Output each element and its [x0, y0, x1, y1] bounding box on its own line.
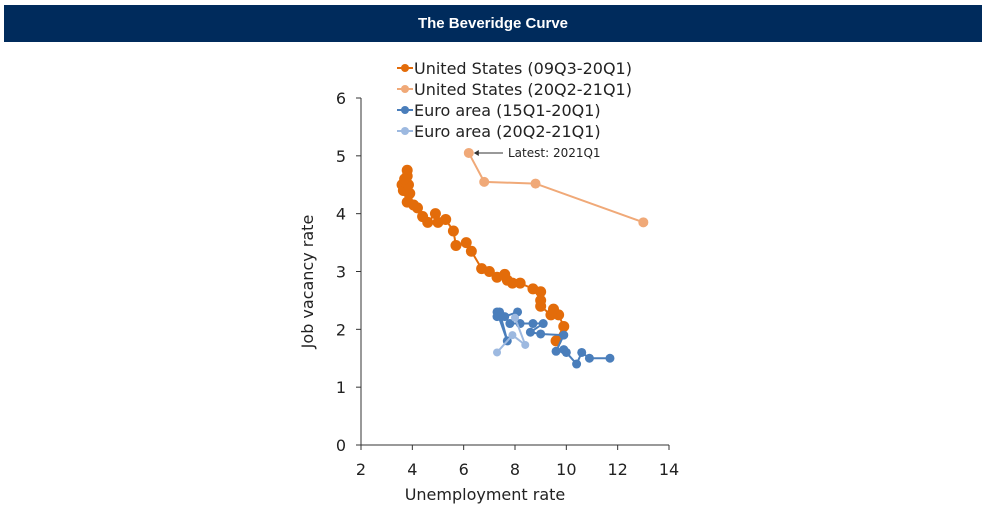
data-point: [401, 196, 413, 208]
data-point: [493, 348, 502, 357]
data-point: [450, 239, 462, 251]
series-line: [467, 152, 644, 224]
data-point: [476, 263, 488, 275]
legend-marker: [401, 106, 409, 114]
data-point: [527, 283, 539, 295]
data-point: [417, 211, 429, 223]
legend-marker: [401, 85, 409, 93]
data-point: [638, 217, 649, 228]
series-line: [496, 317, 528, 354]
x-tick-label: 4: [407, 460, 417, 479]
data-point: [432, 216, 444, 228]
y-tick-label: 6: [336, 89, 346, 108]
data-point: [463, 147, 474, 158]
legend-label: Euro area (15Q1-20Q1): [414, 101, 601, 120]
data-point: [545, 309, 557, 321]
data-point: [572, 359, 582, 369]
data-point: [521, 340, 530, 349]
data-point: [535, 294, 547, 306]
data-point: [514, 277, 526, 289]
x-tick-label: 6: [459, 460, 469, 479]
data-point: [447, 225, 459, 237]
y-tick-label: 5: [336, 147, 346, 166]
data-point: [460, 237, 472, 249]
data-point: [551, 346, 561, 356]
data-point: [479, 176, 490, 187]
data-point: [399, 173, 411, 185]
x-tick-label: 12: [607, 460, 627, 479]
data-point: [491, 271, 503, 283]
data-point: [401, 164, 413, 176]
x-tick-label: 2: [356, 460, 366, 479]
chart-title-banner: The Beveridge Curve: [4, 5, 982, 42]
legend-label: United States (20Q2-21Q1): [414, 80, 632, 99]
y-axis-label: Job vacancy rate: [298, 215, 317, 350]
series-line: [400, 170, 565, 342]
legend-marker: [401, 64, 409, 72]
y-tick-label: 1: [336, 378, 346, 397]
y-tick-label: 3: [336, 263, 346, 282]
data-point: [511, 313, 519, 322]
data-point: [559, 330, 569, 340]
x-tick-label: 8: [510, 460, 520, 479]
data-point: [465, 245, 477, 257]
data-point: [584, 353, 594, 363]
data-point: [538, 319, 548, 329]
data-point: [536, 329, 546, 339]
data-point: [558, 320, 570, 332]
data-point: [530, 178, 541, 189]
legend-label: Euro area (20Q2-21Q1): [414, 122, 601, 141]
annotation-label: Latest: 2021Q1: [508, 146, 601, 160]
data-point: [577, 347, 587, 357]
x-tick-label: 14: [659, 460, 679, 479]
y-tick-label: 0: [336, 436, 346, 455]
legend-label: United States (09Q3-20Q1): [414, 59, 632, 78]
arrow-head-icon: [473, 149, 479, 156]
data-point: [528, 319, 538, 329]
data-point: [492, 307, 502, 317]
data-point: [508, 331, 517, 340]
data-point: [559, 345, 569, 355]
data-point: [505, 319, 515, 329]
y-tick-label: 4: [336, 205, 346, 224]
x-tick-label: 10: [556, 460, 576, 479]
data-point: [429, 208, 441, 220]
data-point: [605, 353, 615, 363]
x-axis-label: Unemployment rate: [405, 485, 566, 504]
legend-marker: [401, 127, 409, 135]
y-tick-label: 2: [336, 320, 346, 339]
data-point: [525, 327, 535, 337]
